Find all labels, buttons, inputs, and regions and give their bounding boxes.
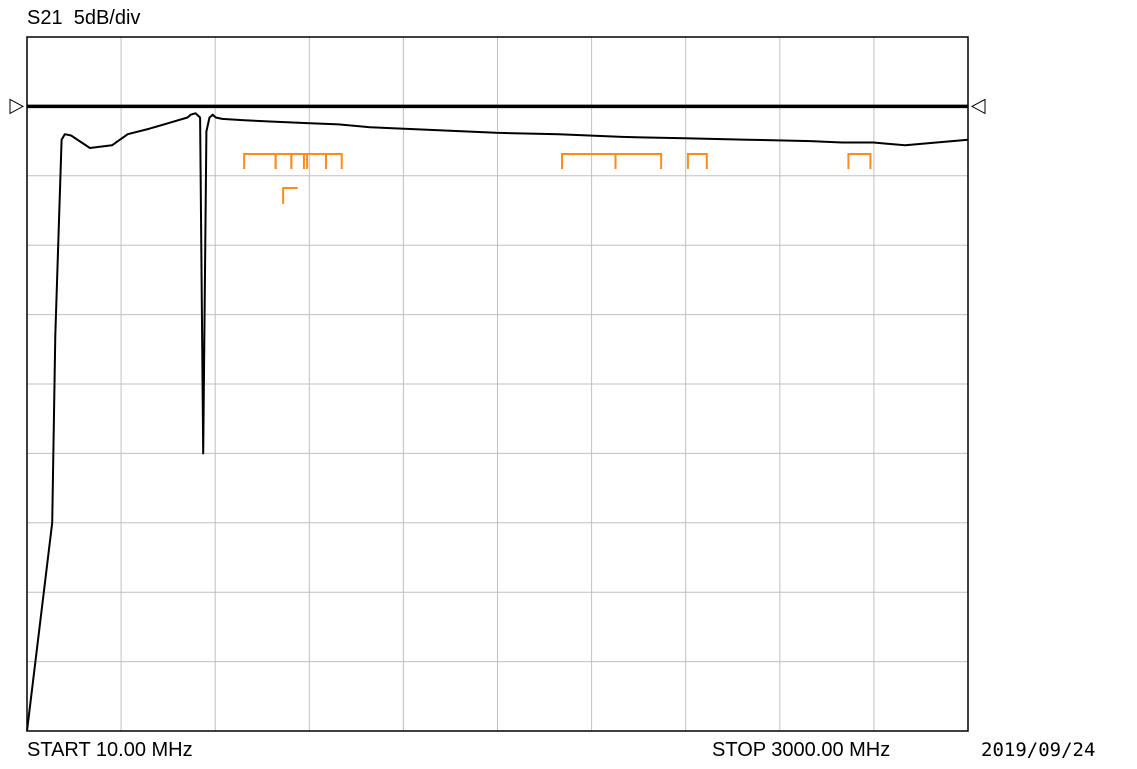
date-label: 2019/09/24 bbox=[981, 739, 1096, 761]
series-line bbox=[26, 112, 969, 732]
reference-marker-right bbox=[970, 98, 986, 115]
band-marker bbox=[290, 153, 309, 169]
chart-header: S21 5dB/div bbox=[27, 6, 140, 30]
band-marker bbox=[561, 153, 617, 169]
band-marker bbox=[324, 153, 343, 169]
scale-label: 5dB/div bbox=[73, 7, 141, 29]
band-marker bbox=[847, 153, 872, 169]
stop-frequency-label: STOP 3000.00 MHz bbox=[712, 739, 891, 761]
measurement-label: S21 bbox=[27, 7, 63, 29]
band-marker bbox=[282, 187, 298, 204]
plot-frame bbox=[26, 36, 969, 732]
reference-marker-left bbox=[9, 98, 25, 115]
band-marker bbox=[614, 153, 663, 169]
band-marker bbox=[686, 153, 708, 169]
start-frequency-label: START 10.00 MHz bbox=[27, 739, 193, 761]
band-marker bbox=[274, 153, 293, 169]
band-marker bbox=[243, 153, 277, 169]
